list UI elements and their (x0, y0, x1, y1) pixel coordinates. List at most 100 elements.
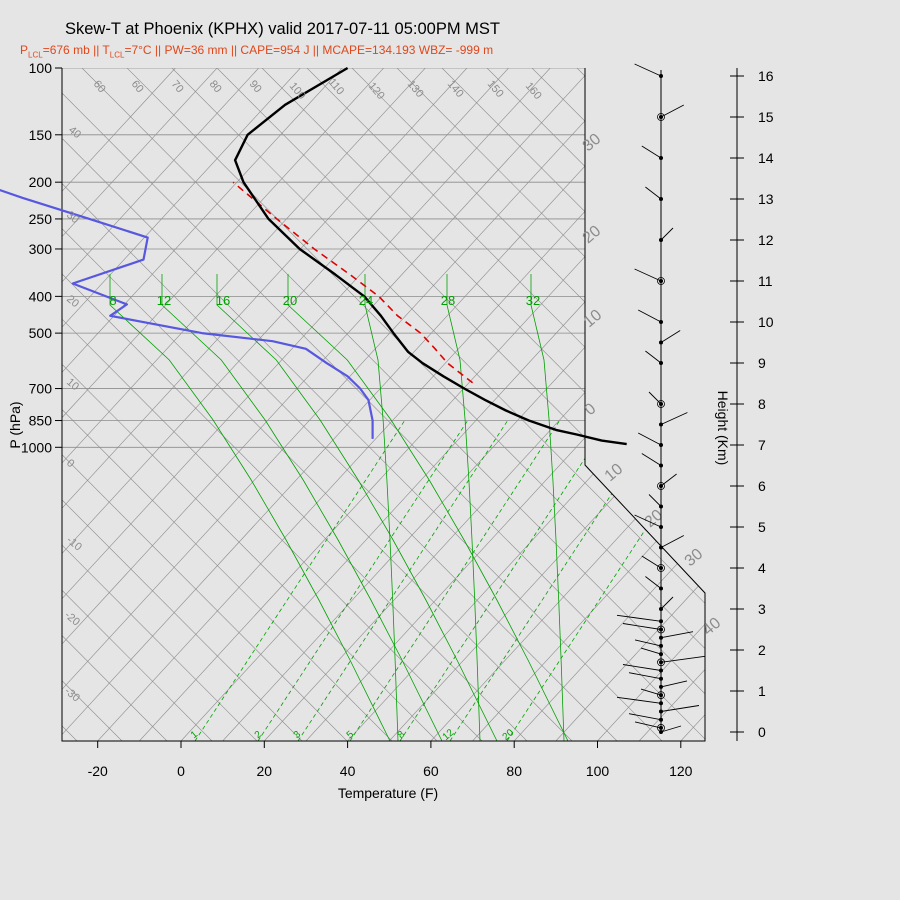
isotherm-line (62, 68, 176, 741)
mixing-ratio-label: 1 (189, 729, 201, 741)
dry-adiabat-line (62, 68, 393, 741)
x-tick-label: 80 (506, 763, 522, 779)
moist-adiabat-label: 28 (441, 293, 455, 308)
dry-adiabat-line (81, 68, 705, 741)
wind-calm-circle (657, 691, 665, 699)
y-tick-label: 850 (29, 413, 53, 429)
skewed-label-right: 10 (581, 307, 606, 332)
wind-calm-circle (657, 625, 665, 634)
wind-calm-circle (657, 564, 665, 572)
moist-adiabat-line (364, 273, 399, 741)
dry-adiabat-line (62, 68, 573, 741)
isotherm-label: 150 (485, 78, 506, 100)
moist-adiabat-label: 16 (216, 293, 230, 308)
wind-barb (645, 350, 662, 364)
height-tick-label: 8 (758, 396, 766, 412)
wind-barb (660, 473, 677, 487)
wind-barb (637, 309, 662, 323)
wind-barb (648, 494, 662, 507)
dry-adiabat-line (62, 68, 303, 741)
skewed-label-right: 30 (682, 546, 707, 571)
height-tick-label: 12 (758, 232, 774, 248)
height-tick-label: 9 (758, 355, 766, 371)
dry-adiabat-line (62, 68, 213, 741)
x-tick-label: 40 (340, 763, 356, 779)
height-tick-label: 6 (758, 478, 766, 494)
moist-adiabat-label: 24 (359, 293, 373, 308)
y-tick-label: 500 (29, 325, 53, 341)
mixing-ratio-label: 20 (501, 727, 517, 743)
x-tick-label: 20 (257, 763, 273, 779)
isotherm-line (764, 68, 900, 741)
isotherm-label: 60 (129, 78, 146, 95)
wind-barb (660, 104, 685, 118)
wind-barb (641, 453, 662, 466)
isotherm-line (62, 68, 301, 741)
moist-adiabat-line (287, 273, 569, 741)
skewed-label-left: 40 (66, 124, 83, 141)
height-tick-label: 5 (758, 519, 766, 535)
dry-adiabat-line (126, 68, 705, 741)
dry-adiabat-line (171, 68, 705, 741)
mixing-ratio-label: 12 (441, 727, 457, 743)
isotherm-line (62, 68, 593, 741)
isotherm-line (305, 68, 705, 741)
wind-barb (660, 631, 694, 639)
height-tick-label: 14 (758, 150, 774, 166)
isotherm-line (680, 68, 705, 741)
wind-barb (660, 596, 674, 610)
mixing-ratio-label: 8 (396, 729, 408, 741)
isotherm-line (847, 68, 900, 741)
isotherm-line (62, 68, 218, 741)
dry-adiabat-line (396, 68, 705, 741)
x-tick-label: -20 (88, 763, 108, 779)
isotherm-line (806, 68, 900, 741)
moist-adiabat-line (109, 273, 391, 741)
parcel-line (232, 181, 474, 384)
height-tick-label: 10 (758, 314, 774, 330)
isotherm-line (638, 68, 705, 741)
isotherm-line (513, 68, 705, 741)
isotherm-label: 80 (207, 78, 224, 95)
isotherm-line (62, 68, 634, 741)
isotherm-line (62, 68, 384, 741)
y-tick-label: 300 (29, 241, 53, 257)
isotherm-line (62, 68, 509, 741)
isotherm-label: 60 (91, 78, 108, 95)
wind-barb (645, 186, 662, 200)
isotherm-line (472, 68, 705, 741)
wind-barb (648, 391, 662, 405)
isotherm-label: 120 (366, 80, 387, 102)
y-axis-label: P (hPa) (7, 401, 23, 448)
wind-calm-circle (657, 482, 665, 490)
moist-adiabat-label: 20 (283, 293, 297, 308)
wind-calm-circle (657, 400, 665, 408)
wind-barb (634, 721, 662, 729)
wind-barb (641, 145, 662, 159)
dry-adiabat-line (441, 68, 705, 741)
dry-adiabat-line (261, 68, 705, 741)
dry-adiabat-line (62, 68, 618, 741)
isotherm-line (62, 68, 551, 741)
isotherm-line (62, 68, 676, 741)
isotherm-line (597, 68, 705, 741)
mixing-ratio-label: 2 (253, 729, 265, 741)
wind-barb (634, 63, 662, 77)
x-tick-label: 120 (669, 763, 693, 779)
isotherm-line (62, 68, 259, 741)
y-tick-label: 1000 (21, 439, 52, 455)
wind-barb (660, 412, 688, 425)
mixing-ratio-line (194, 419, 406, 741)
skewed-label-right: 40 (700, 615, 725, 640)
wind-barb (616, 614, 662, 622)
height-tick-label: 4 (758, 560, 766, 576)
wind-barb (660, 227, 674, 241)
skewed-label-right: 0 (582, 400, 600, 419)
isotherm-line (430, 68, 705, 741)
wind-barb (628, 672, 662, 680)
x-tick-label: 0 (177, 763, 185, 779)
x-tick-label: 100 (586, 763, 610, 779)
moist-adiabat-label: 8 (109, 293, 116, 308)
